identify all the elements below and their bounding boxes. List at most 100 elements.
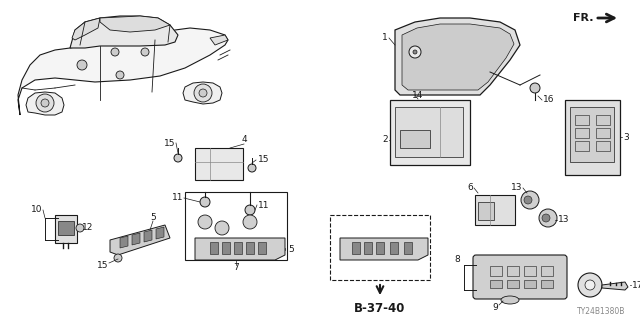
Polygon shape (183, 82, 222, 104)
Circle shape (174, 154, 182, 162)
Bar (58, 221, 74, 235)
Bar (55, 215, 77, 243)
Text: 12: 12 (82, 223, 93, 233)
Bar (222, 242, 230, 254)
Polygon shape (18, 28, 228, 115)
Bar (575, 141, 589, 151)
Bar (570, 107, 614, 162)
Circle shape (111, 48, 119, 56)
Text: 5: 5 (150, 213, 156, 222)
Bar (364, 242, 372, 254)
Circle shape (542, 214, 550, 222)
Circle shape (578, 273, 602, 297)
Bar (596, 141, 610, 151)
Circle shape (413, 50, 417, 54)
Text: 1: 1 (382, 34, 388, 43)
Polygon shape (340, 238, 428, 260)
Bar (330, 215, 430, 280)
Text: 9: 9 (492, 302, 498, 311)
Polygon shape (395, 18, 520, 95)
Circle shape (530, 83, 540, 93)
Text: 13: 13 (511, 183, 522, 193)
Bar (246, 242, 254, 254)
Circle shape (116, 71, 124, 79)
Polygon shape (120, 236, 128, 248)
Polygon shape (100, 16, 170, 32)
Text: 4: 4 (241, 135, 247, 145)
Bar (234, 242, 242, 254)
Polygon shape (156, 227, 164, 239)
Text: 2: 2 (382, 135, 388, 145)
Circle shape (77, 60, 87, 70)
Bar (490, 266, 502, 276)
Circle shape (409, 46, 421, 58)
Bar (490, 280, 502, 288)
Bar (185, 192, 287, 260)
Circle shape (585, 280, 595, 290)
Polygon shape (602, 282, 628, 290)
Polygon shape (210, 35, 228, 45)
Text: 15: 15 (163, 139, 175, 148)
Text: 17: 17 (632, 281, 640, 290)
Bar (400, 130, 430, 148)
Bar (478, 202, 494, 220)
Bar (596, 128, 610, 138)
Circle shape (41, 99, 49, 107)
Bar (575, 128, 589, 138)
Polygon shape (26, 92, 64, 115)
Bar (390, 100, 470, 165)
Polygon shape (110, 225, 170, 255)
Bar (507, 266, 519, 276)
Polygon shape (195, 238, 285, 260)
Text: 11: 11 (258, 201, 269, 210)
Bar (565, 100, 620, 175)
Text: 5: 5 (288, 245, 294, 254)
Circle shape (199, 89, 207, 97)
Circle shape (194, 84, 212, 102)
Circle shape (243, 215, 257, 229)
Circle shape (248, 164, 256, 172)
Text: 11: 11 (172, 194, 183, 203)
Bar (390, 242, 398, 254)
Text: 14: 14 (412, 91, 424, 100)
Circle shape (114, 254, 122, 262)
Polygon shape (72, 18, 100, 40)
Text: 3: 3 (623, 132, 628, 141)
Ellipse shape (501, 296, 519, 304)
Circle shape (215, 221, 229, 235)
Circle shape (521, 191, 539, 209)
Polygon shape (132, 233, 140, 245)
Text: 16: 16 (543, 95, 554, 105)
Bar (575, 115, 589, 125)
Bar (541, 266, 553, 276)
Text: 6: 6 (467, 183, 473, 193)
Text: 13: 13 (558, 215, 570, 225)
Text: TY24B1380B: TY24B1380B (577, 308, 625, 316)
FancyBboxPatch shape (473, 255, 567, 299)
Bar (404, 242, 412, 254)
Polygon shape (144, 230, 152, 242)
Circle shape (524, 196, 532, 204)
Bar (195, 148, 243, 180)
Circle shape (200, 197, 210, 207)
Bar (210, 242, 218, 254)
Circle shape (245, 205, 255, 215)
Bar (258, 242, 266, 254)
Bar (376, 242, 384, 254)
Bar (541, 280, 553, 288)
Text: 7: 7 (233, 263, 239, 273)
Polygon shape (70, 16, 178, 48)
Circle shape (141, 48, 149, 56)
Text: 8: 8 (454, 255, 460, 265)
Bar (524, 280, 536, 288)
Polygon shape (402, 24, 514, 90)
Bar (395, 107, 463, 157)
Circle shape (539, 209, 557, 227)
Bar (507, 280, 519, 288)
Text: 15: 15 (258, 156, 269, 164)
Text: FR.: FR. (573, 13, 593, 23)
Bar (596, 115, 610, 125)
Bar (352, 242, 360, 254)
Text: 10: 10 (31, 205, 42, 214)
Bar (475, 195, 515, 225)
